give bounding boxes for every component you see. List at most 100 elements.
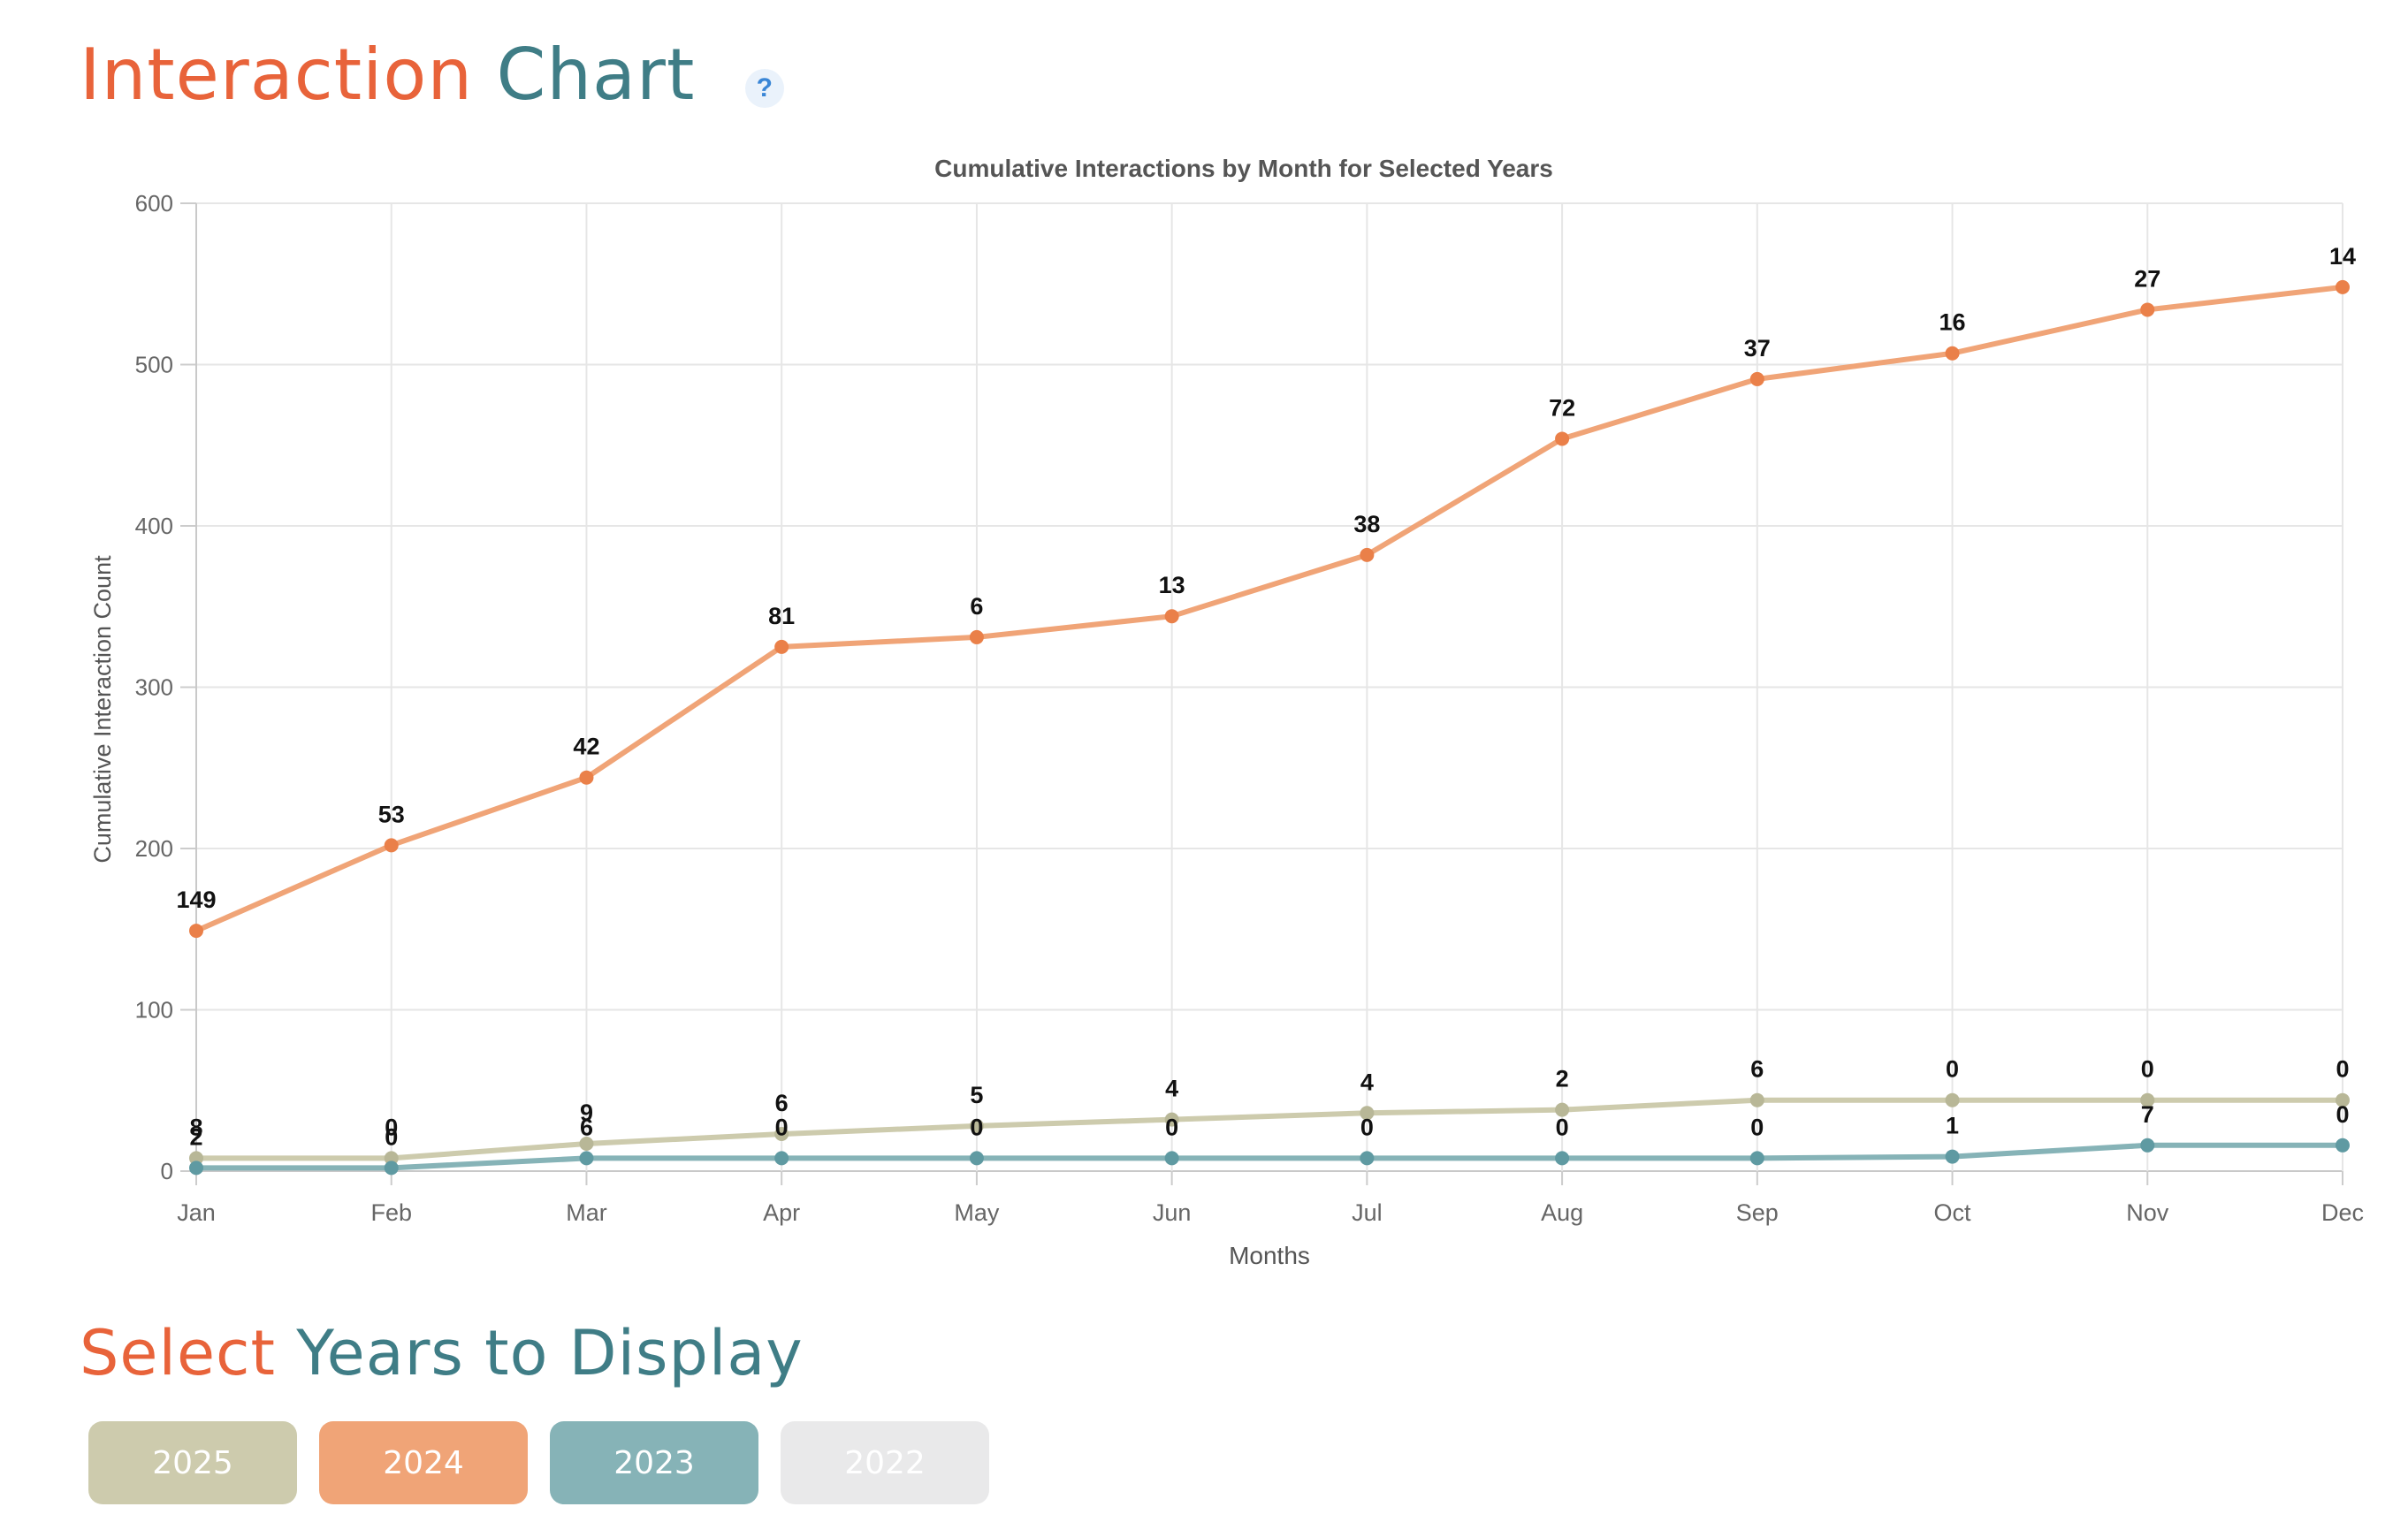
data-label: 0: [2336, 1056, 2349, 1083]
data-label: 0: [1165, 1114, 1178, 1140]
data-label: 13: [1159, 572, 1185, 598]
data-point: [384, 838, 399, 853]
year-button-2022[interactable]: 2022: [781, 1421, 989, 1504]
year-button-2025[interactable]: 2025: [88, 1421, 297, 1504]
data-point: [1360, 547, 1375, 562]
data-point: [579, 1136, 594, 1151]
data-label: 16: [1939, 309, 1966, 336]
data-point: [384, 1161, 399, 1176]
data-point: [579, 770, 594, 785]
data-label: 8: [189, 1114, 202, 1140]
data-point: [1749, 371, 1764, 386]
y-tick-label: 100: [135, 997, 173, 1024]
y-tick-label: 600: [135, 190, 173, 217]
data-point: [969, 1118, 984, 1133]
data-label: 72: [1549, 394, 1575, 421]
data-point: [1360, 1151, 1375, 1166]
data-point: [774, 639, 789, 654]
data-point: [2140, 1092, 2155, 1107]
data-point: [1555, 431, 1570, 446]
select-word: Select: [80, 1317, 276, 1389]
data-point: [969, 1151, 984, 1166]
data-label: 4: [1165, 1076, 1178, 1102]
data-label: 0: [2336, 1101, 2349, 1128]
help-icon[interactable]: ?: [744, 69, 784, 109]
years-to-display-words: Years to Display: [296, 1317, 804, 1389]
data-label: 0: [1556, 1114, 1569, 1140]
title-word-interaction: Interaction: [80, 34, 474, 116]
y-axis-label: Cumulative Interaction Count: [89, 555, 116, 864]
x-tick-label: Aug: [1541, 1199, 1583, 1226]
data-point: [1555, 1102, 1570, 1117]
data-label: 0: [1360, 1114, 1374, 1140]
data-label: 42: [573, 734, 599, 760]
data-point: [579, 1151, 594, 1166]
data-label: 0: [385, 1114, 398, 1140]
title-word-chart: Chart: [496, 34, 696, 116]
data-point: [189, 924, 203, 939]
data-point: [2140, 302, 2155, 317]
data-label: 6: [1750, 1056, 1764, 1083]
data-label: 0: [385, 1123, 398, 1150]
data-point: [1945, 1149, 1960, 1164]
data-point: [2336, 279, 2350, 294]
data-point: [2336, 1092, 2350, 1107]
x-tick-label: Apr: [763, 1199, 800, 1226]
select-years-heading: Select Years to Display: [80, 1317, 804, 1389]
x-tick-label: Nov: [2126, 1199, 2169, 1226]
data-point: [1749, 1092, 1764, 1107]
data-label: 6: [970, 593, 983, 620]
series-line: [194, 1097, 2345, 1161]
x-tick-label: Sep: [1736, 1199, 1779, 1226]
data-point: [1164, 1151, 1179, 1166]
series-line: [194, 1142, 2345, 1171]
x-tick-label: Dec: [2321, 1199, 2364, 1226]
x-tick-label: Jun: [1153, 1199, 1192, 1226]
y-tick-label: 300: [135, 674, 173, 701]
y-tick-label: 400: [135, 513, 173, 539]
year-button-2024[interactable]: 2024: [319, 1421, 528, 1504]
data-label: 5: [970, 1082, 983, 1108]
x-tick-label: Mar: [566, 1199, 607, 1226]
data-label: 6: [775, 1090, 789, 1116]
data-label: 4: [1360, 1069, 1374, 1095]
data-point: [1555, 1151, 1570, 1166]
x-tick-label: May: [954, 1199, 1000, 1226]
data-label: 6: [580, 1114, 593, 1140]
data-label: 9: [580, 1100, 593, 1126]
data-point: [1945, 346, 1960, 361]
data-label: 2: [1556, 1066, 1569, 1092]
data-label: 14: [2329, 243, 2356, 270]
x-tick-label: Jul: [1352, 1199, 1383, 1226]
x-axis-label: Months: [1229, 1242, 1310, 1269]
data-point: [774, 1151, 789, 1166]
data-point: [1164, 1112, 1179, 1127]
data-point: [1749, 1151, 1764, 1166]
y-tick-label: 500: [135, 352, 173, 378]
data-label: 1: [1946, 1113, 1959, 1139]
y-tick-label: 200: [135, 835, 173, 862]
x-tick-label: Oct: [1934, 1199, 1972, 1226]
x-tick-label: Jan: [177, 1199, 216, 1226]
data-label: 0: [775, 1114, 789, 1140]
data-label: 81: [768, 603, 795, 629]
y-tick-label: 0: [161, 1158, 173, 1184]
data-label: 53: [378, 801, 405, 827]
page-title: Interaction Chart ?: [80, 34, 784, 116]
data-point: [774, 1127, 789, 1142]
series-line: [194, 284, 2345, 934]
data-label: 0: [970, 1114, 983, 1140]
data-label: 0: [1946, 1056, 1959, 1083]
data-label: 0: [2141, 1056, 2154, 1083]
data-label: 149: [176, 887, 216, 913]
x-tick-label: Feb: [370, 1199, 412, 1226]
chart-title: Cumulative Interactions by Month for Sel…: [934, 155, 1553, 182]
data-point: [1360, 1106, 1375, 1121]
data-point: [189, 1151, 203, 1166]
year-button-2023[interactable]: 2023: [550, 1421, 758, 1504]
data-point: [969, 629, 984, 644]
data-label: 7: [2141, 1101, 2154, 1128]
data-label: 37: [1744, 335, 1771, 361]
